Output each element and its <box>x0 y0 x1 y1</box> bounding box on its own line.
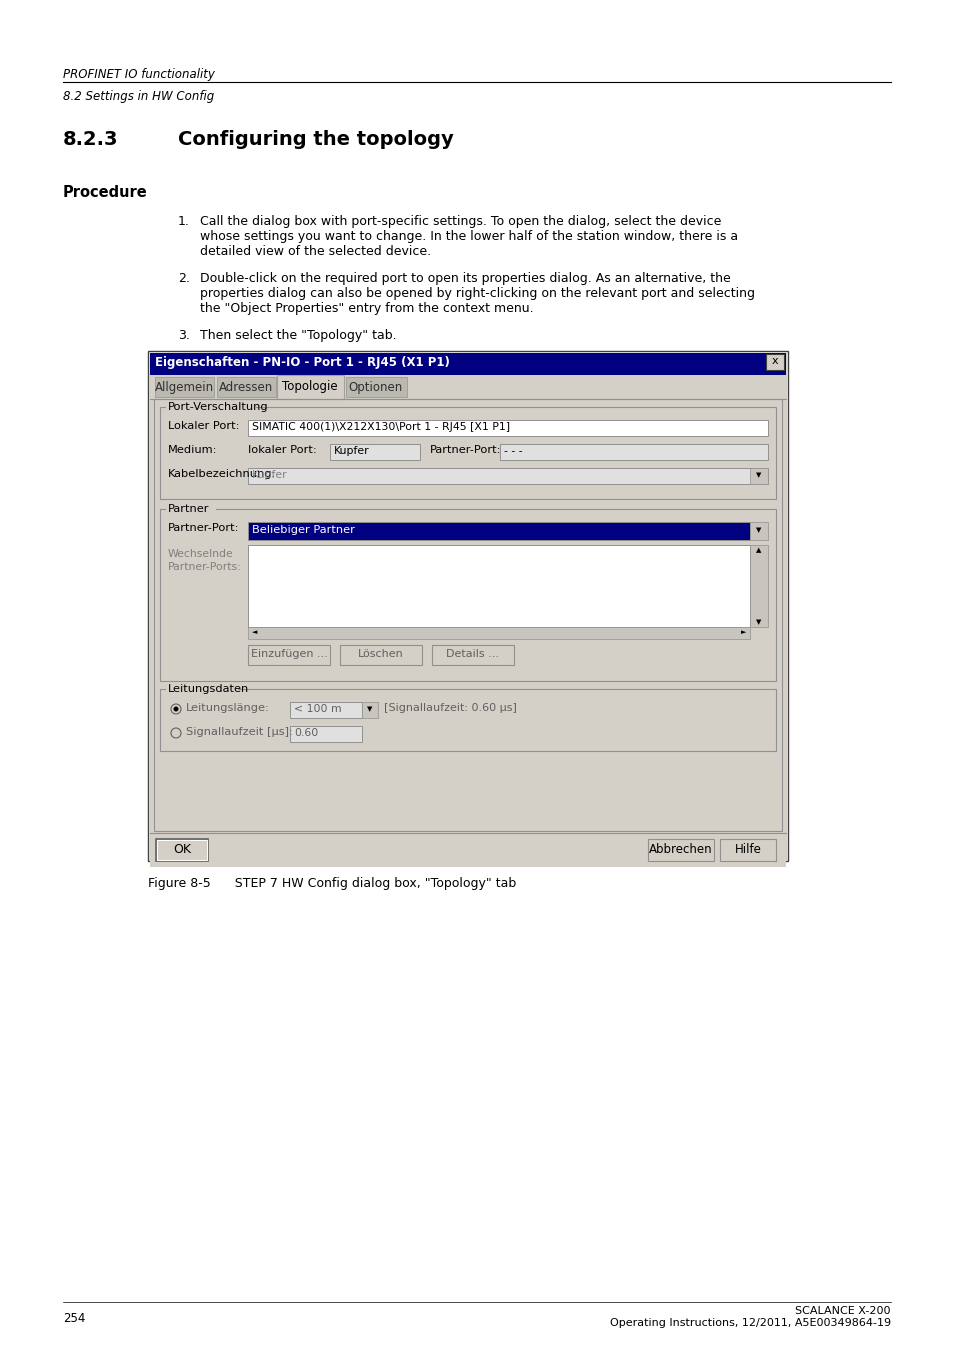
Bar <box>150 833 785 867</box>
Bar <box>432 645 514 666</box>
Text: PROFINET IO functionality: PROFINET IO functionality <box>63 68 214 81</box>
Text: the "Object Properties" entry from the context menu.: the "Object Properties" entry from the c… <box>200 302 533 315</box>
Bar <box>346 377 407 397</box>
Text: Medium:: Medium: <box>168 446 217 455</box>
Bar <box>290 726 361 743</box>
Text: Kupfer: Kupfer <box>334 446 369 456</box>
Bar <box>248 420 767 436</box>
Bar <box>150 352 785 375</box>
Text: ▲: ▲ <box>756 547 760 553</box>
Text: Beliebiger Partner: Beliebiger Partner <box>252 525 355 535</box>
Circle shape <box>173 706 178 711</box>
Text: ►: ► <box>740 629 746 634</box>
Text: lokaler Port:: lokaler Port: <box>248 446 316 455</box>
Bar <box>749 468 767 485</box>
Text: Kabelbezeichnung:: Kabelbezeichnung: <box>168 468 276 479</box>
Text: Hilfe: Hilfe <box>734 842 760 856</box>
Text: Wechselnde: Wechselnde <box>168 549 233 559</box>
Bar <box>148 351 787 861</box>
Text: Port-Verschaltung: Port-Verschaltung <box>168 402 269 412</box>
Text: Operating Instructions, 12/2011, A5E00349864-19: Operating Instructions, 12/2011, A5E0034… <box>609 1318 890 1328</box>
Text: ▼: ▼ <box>367 706 373 711</box>
Text: Partner-Port:: Partner-Port: <box>168 522 239 533</box>
Text: x: x <box>771 356 778 366</box>
Text: whose settings you want to change. In the lower half of the station window, ther: whose settings you want to change. In th… <box>200 230 738 243</box>
Text: Figure 8-5      STEP 7 HW Config dialog box, "Topology" tab: Figure 8-5 STEP 7 HW Config dialog box, … <box>148 878 516 890</box>
Text: Configuring the topology: Configuring the topology <box>178 130 454 148</box>
Bar <box>166 505 215 514</box>
Bar <box>154 377 213 397</box>
Text: ▼: ▼ <box>756 526 760 533</box>
Bar <box>720 838 775 861</box>
Text: Topologie: Topologie <box>282 379 337 393</box>
Text: Abbrechen: Abbrechen <box>648 842 712 856</box>
Text: 2.: 2. <box>178 271 190 285</box>
Bar <box>160 509 775 680</box>
Bar <box>339 645 421 666</box>
Text: [Signallaufzeit: 0.60 μs]: [Signallaufzeit: 0.60 μs] <box>384 703 517 713</box>
Text: Lokaler Port:: Lokaler Port: <box>168 421 239 431</box>
Text: Kupfer: Kupfer <box>252 470 287 481</box>
Text: Partner: Partner <box>168 504 210 514</box>
Bar <box>160 688 775 751</box>
Text: Signallaufzeit [μs]:: Signallaufzeit [μs]: <box>186 728 293 737</box>
Bar <box>276 375 344 400</box>
Bar <box>148 351 787 861</box>
Bar <box>361 702 377 718</box>
Text: < 100 m: < 100 m <box>294 703 341 714</box>
Text: Procedure: Procedure <box>63 185 148 200</box>
Bar <box>647 838 713 861</box>
Text: SIMATIC 400(1)\X212X130\Port 1 - RJ45 [X1 P1]: SIMATIC 400(1)\X212X130\Port 1 - RJ45 [X… <box>252 423 510 432</box>
Bar <box>765 354 783 370</box>
Text: OK: OK <box>172 842 191 856</box>
Text: 8.2.3: 8.2.3 <box>63 130 118 148</box>
Text: 254: 254 <box>63 1312 85 1324</box>
Text: ▼: ▼ <box>756 472 760 478</box>
Text: SCALANCE X-200: SCALANCE X-200 <box>795 1305 890 1316</box>
Text: Adressen: Adressen <box>218 381 273 394</box>
Text: Leitungslänge:: Leitungslänge: <box>186 703 270 713</box>
Text: Eigenschaften - PN-IO - Port 1 - RJ45 (X1 P1): Eigenschaften - PN-IO - Port 1 - RJ45 (X… <box>154 356 450 369</box>
Text: ▼: ▼ <box>756 620 760 625</box>
Text: properties dialog can also be opened by right-clicking on the relevant port and : properties dialog can also be opened by … <box>200 288 754 300</box>
Text: Call the dialog box with port-specific settings. To open the dialog, select the : Call the dialog box with port-specific s… <box>200 215 720 228</box>
Text: - - -: - - - <box>503 446 522 456</box>
Bar <box>499 444 767 460</box>
Text: 0.60: 0.60 <box>294 728 318 738</box>
Text: Details ...: Details ... <box>446 649 499 659</box>
Circle shape <box>171 703 181 714</box>
Bar <box>166 684 237 694</box>
Text: Partner-Ports:: Partner-Ports: <box>168 562 241 572</box>
Text: ◄: ◄ <box>252 629 257 634</box>
Bar <box>749 545 767 626</box>
Text: Löschen: Löschen <box>357 649 403 659</box>
Text: 3.: 3. <box>178 329 190 342</box>
Text: Then select the "Topology" tab.: Then select the "Topology" tab. <box>200 329 396 342</box>
Text: Double-click on the required port to open its properties dialog. As an alternati: Double-click on the required port to ope… <box>200 271 730 285</box>
Bar <box>749 522 767 540</box>
Bar <box>160 406 775 500</box>
Bar <box>248 626 749 639</box>
Bar <box>216 377 275 397</box>
Bar <box>330 444 419 460</box>
Text: Allgemein: Allgemein <box>154 381 213 394</box>
Text: Leitungsdaten: Leitungsdaten <box>168 684 249 694</box>
Bar <box>248 468 767 485</box>
Text: 8.2 Settings in HW Config: 8.2 Settings in HW Config <box>63 90 214 103</box>
Text: detailed view of the selected device.: detailed view of the selected device. <box>200 244 431 258</box>
Text: Optionen: Optionen <box>349 381 403 394</box>
Text: Partner-Port:: Partner-Port: <box>430 446 501 455</box>
Bar <box>166 404 255 412</box>
Bar <box>290 702 361 718</box>
Text: Einzufügen ...: Einzufügen ... <box>251 649 327 659</box>
Bar <box>248 545 749 626</box>
Bar <box>153 400 781 832</box>
Bar <box>157 840 207 860</box>
Text: 1.: 1. <box>178 215 190 228</box>
Bar <box>156 838 208 861</box>
Bar <box>248 645 330 666</box>
Bar <box>248 522 749 540</box>
Circle shape <box>171 728 181 738</box>
